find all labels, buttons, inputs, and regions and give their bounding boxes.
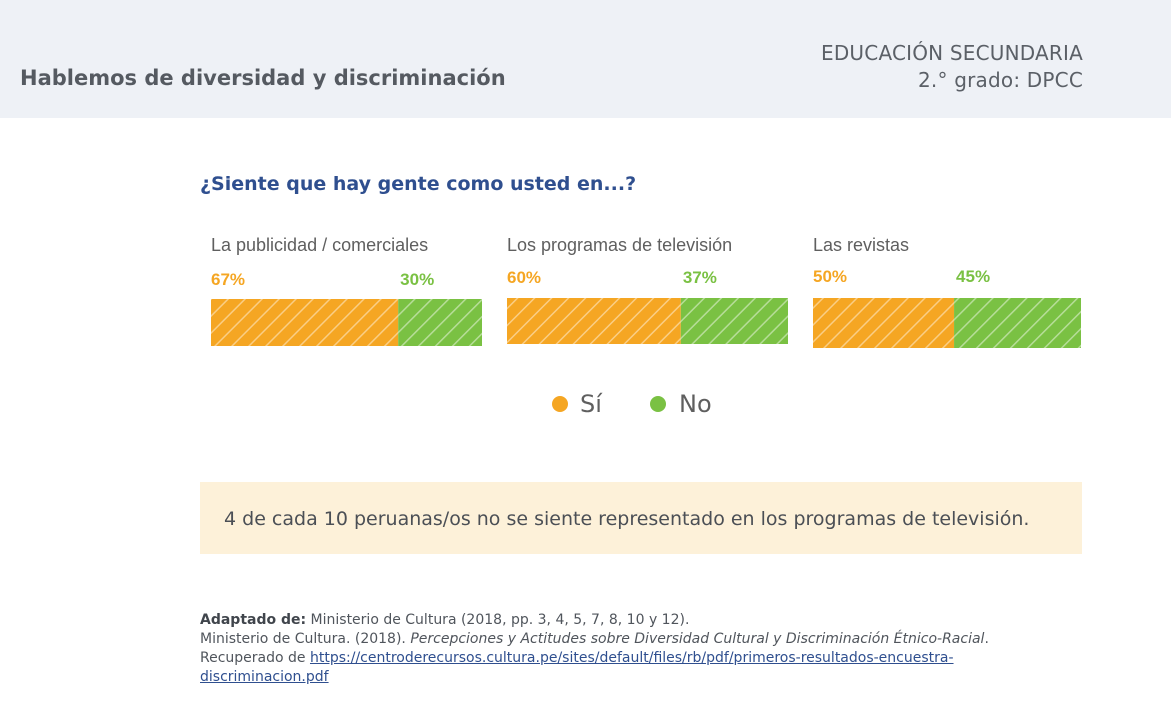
adapted-line: Adaptado de: Ministerio de Cultura (2018… [200,611,1100,630]
legend-label: No [679,390,712,418]
citation-prefix: Ministerio de Cultura. (2018). [200,631,411,647]
callout-box: 4 de cada 10 peruanas/os no se siente re… [200,482,1082,554]
callout-text: 4 de cada 10 peruanas/os no se siente re… [224,508,1030,530]
page-header: Hablemos de diversidad y discriminación … [0,0,1171,118]
retrieved-line-2: discriminacion.pdf [200,668,1100,687]
si-value-label: 50% [813,267,847,286]
bar-no-hatch [954,298,1081,348]
si-value-label: 60% [507,268,541,287]
chart-question: ¿Siente que hay gente como usted en...? [200,173,637,195]
bar-no-hatch [680,298,788,344]
category-label: La publicidad / comerciales [211,235,428,255]
grade-label: 2.° grado: DPCC [917,68,1083,92]
no-value-label: 30% [400,270,434,289]
education-level: EDUCACIÓN SECUNDARIA [821,41,1083,65]
adapted-text: Ministerio de Cultura (2018, pp. 3, 4, 5… [310,612,690,628]
source-link[interactable]: https://centroderecursos.cultura.pe/site… [309,650,954,666]
no-value-label: 45% [956,267,990,286]
legend-label: Sí [580,390,603,418]
category-label: Las revistas [813,235,909,255]
legend-dot [552,396,568,412]
no-value-label: 37% [683,268,717,287]
si-value-label: 67% [211,270,245,289]
citation-suffix: . [984,631,989,647]
legend-dot [650,396,666,412]
category-label: Los programas de televisión [507,235,732,255]
bar-si-hatch [813,298,955,348]
adapted-label: Adaptado de: [200,612,307,628]
citation-title: Percepciones y Actitudes sobre Diversida… [410,631,985,647]
bar-si-hatch [211,299,399,346]
citation-line: Ministerio de Cultura. (2018). Percepcio… [200,630,1100,649]
course-info: EDUCACIÓN SECUNDARIA 2.° grado: DPCC [821,40,1083,94]
retrieved-label: Recuperado de [200,650,310,666]
source-link-continued[interactable]: discriminacion.pdf [200,669,329,685]
references: Adaptado de: Ministerio de Cultura (2018… [200,611,1100,687]
page-title: Hablemos de diversidad y discriminación [20,66,506,90]
bar-si-hatch [507,298,681,344]
retrieved-line: Recuperado de https://centroderecursos.c… [200,649,1100,668]
bar-no-hatch [398,299,482,346]
